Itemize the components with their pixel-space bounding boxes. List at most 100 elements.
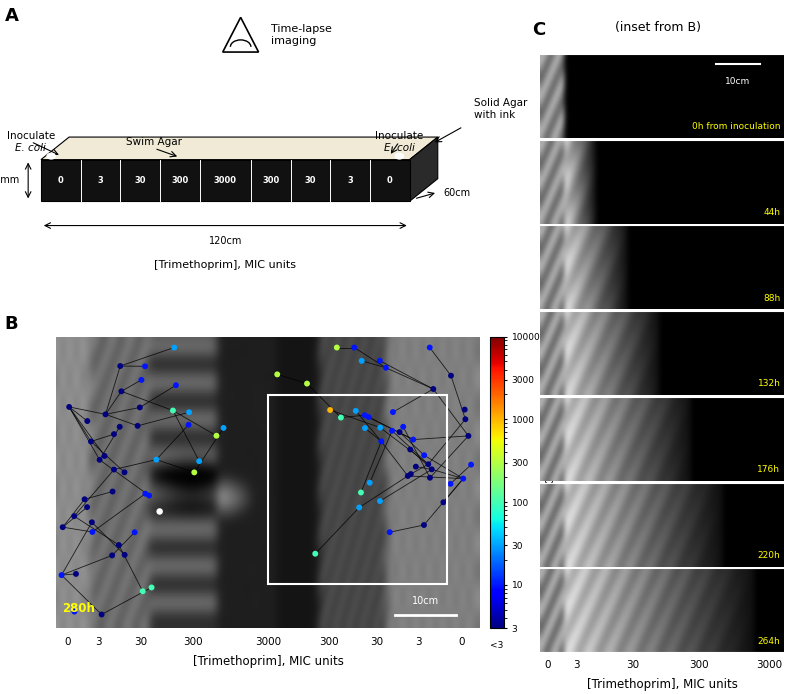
- Text: 120cm: 120cm: [209, 236, 242, 246]
- Text: C: C: [532, 21, 546, 39]
- Text: 300: 300: [171, 176, 188, 185]
- Circle shape: [395, 153, 403, 159]
- Text: 30: 30: [626, 659, 639, 670]
- Bar: [268, 395, 447, 584]
- Point: [353, 502, 366, 513]
- Point: [217, 423, 230, 434]
- Text: Swim Agar: Swim Agar: [126, 137, 182, 147]
- Text: 280h: 280h: [62, 602, 94, 615]
- Point: [410, 461, 422, 472]
- Point: [55, 570, 68, 581]
- Point: [457, 473, 470, 484]
- Point: [465, 459, 478, 471]
- Text: 0: 0: [387, 176, 393, 185]
- Point: [375, 436, 388, 447]
- Point: [150, 454, 162, 465]
- Point: [402, 471, 414, 482]
- Point: [458, 404, 471, 415]
- Polygon shape: [410, 137, 438, 201]
- Point: [106, 550, 118, 561]
- Point: [397, 421, 410, 432]
- Text: [Trimethoprim], MIC units: [Trimethoprim], MIC units: [154, 260, 296, 270]
- Point: [114, 360, 126, 371]
- Point: [393, 427, 406, 438]
- Text: 3000: 3000: [214, 176, 237, 185]
- Point: [99, 409, 112, 420]
- Point: [115, 386, 128, 397]
- Point: [423, 342, 436, 353]
- Point: [70, 568, 82, 579]
- Text: 220h: 220h: [758, 551, 780, 560]
- Text: 10cm: 10cm: [412, 596, 439, 607]
- Point: [422, 459, 434, 470]
- Point: [135, 374, 148, 385]
- Point: [145, 582, 158, 593]
- Text: 30: 30: [305, 176, 316, 185]
- Text: Solid Agar
with ink: Solid Agar with ink: [474, 98, 527, 119]
- Text: 0: 0: [65, 637, 71, 647]
- Point: [136, 586, 149, 597]
- Point: [95, 609, 108, 620]
- Text: 10cm: 10cm: [725, 77, 750, 86]
- Point: [418, 519, 430, 530]
- Text: 300: 300: [183, 637, 202, 647]
- Text: 30: 30: [134, 176, 146, 185]
- Point: [134, 402, 146, 413]
- Text: 264h: 264h: [758, 636, 780, 645]
- Point: [309, 548, 322, 559]
- Point: [106, 486, 119, 497]
- Point: [437, 497, 450, 508]
- Text: Inoculate: Inoculate: [6, 131, 55, 141]
- Text: 3: 3: [574, 659, 580, 670]
- Point: [78, 493, 91, 505]
- Point: [407, 434, 420, 445]
- Text: 3: 3: [347, 176, 353, 185]
- Text: 300: 300: [262, 176, 279, 185]
- Text: 3: 3: [415, 637, 422, 647]
- Point: [363, 477, 376, 489]
- Text: B: B: [4, 315, 18, 333]
- Point: [374, 355, 386, 366]
- Point: [386, 407, 399, 418]
- Point: [86, 517, 98, 528]
- Point: [350, 405, 362, 416]
- Point: [113, 539, 126, 550]
- Point: [56, 522, 69, 533]
- Point: [462, 430, 474, 441]
- Text: 30: 30: [134, 637, 147, 647]
- Point: [418, 450, 430, 461]
- Point: [182, 407, 195, 418]
- Text: Inoculate: Inoculate: [375, 131, 423, 141]
- Point: [68, 606, 81, 617]
- Point: [131, 421, 144, 432]
- Point: [210, 430, 223, 441]
- Point: [271, 369, 284, 380]
- Point: [166, 405, 179, 416]
- Point: [81, 502, 94, 513]
- Point: [86, 527, 98, 538]
- Y-axis label: Mutant MIC / WT MIC: Mutant MIC / WT MIC: [546, 431, 556, 534]
- Text: <3: <3: [490, 641, 503, 650]
- Point: [374, 422, 386, 433]
- Point: [444, 478, 457, 489]
- Point: [81, 416, 94, 427]
- Point: [142, 490, 155, 501]
- Point: [324, 405, 337, 416]
- Point: [383, 527, 396, 538]
- Point: [445, 370, 458, 381]
- Text: 0: 0: [544, 659, 550, 670]
- Text: [Trimethoprim], MIC units: [Trimethoprim], MIC units: [193, 655, 343, 668]
- FancyBboxPatch shape: [41, 160, 410, 201]
- Text: 30: 30: [370, 637, 383, 647]
- Text: 3: 3: [95, 637, 102, 647]
- Text: 300: 300: [319, 637, 339, 647]
- Point: [62, 401, 75, 412]
- Point: [114, 421, 126, 432]
- Text: E. coli: E. coli: [384, 143, 414, 153]
- Point: [379, 362, 392, 373]
- Point: [138, 361, 151, 372]
- Text: 0h from inoculation: 0h from inoculation: [692, 122, 780, 131]
- Text: 3000: 3000: [756, 659, 782, 670]
- Point: [118, 550, 131, 561]
- Text: 11mm: 11mm: [0, 176, 21, 185]
